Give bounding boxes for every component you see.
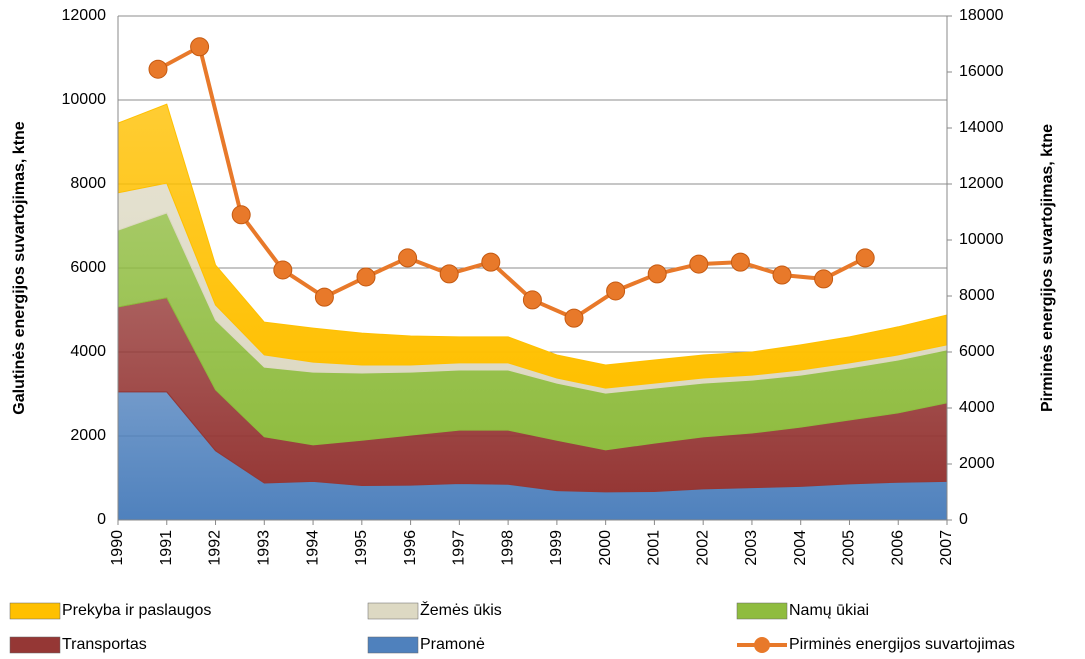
x-tick-label: 1993	[256, 530, 273, 566]
legend-label: Pirminės energijos suvartojimas	[789, 636, 1015, 653]
y-axis-title: Galutinės energijos suvartojimas, ktne	[11, 121, 28, 415]
y-tick-label: 6000	[70, 259, 106, 276]
x-tick-label: 1996	[402, 530, 419, 566]
x-tick-label: 2004	[792, 530, 809, 566]
marker	[231, 205, 251, 225]
y-tick-label: 4000	[70, 343, 106, 360]
y2-axis-title: Pirminės energijos suvartojimas, ktne	[1039, 124, 1056, 412]
marker	[689, 254, 709, 274]
marker	[522, 290, 542, 310]
marker	[814, 269, 834, 289]
legend-label: Namų ūkiai	[789, 602, 869, 619]
legend-swatch	[367, 602, 419, 620]
y2-tick-label: 6000	[959, 343, 995, 360]
legend-label: Žemės ūkis	[420, 600, 502, 619]
marker	[148, 59, 168, 79]
y-tick-label: 12000	[62, 7, 107, 24]
marker	[356, 267, 376, 287]
marker	[439, 264, 459, 284]
marker	[314, 287, 334, 307]
x-tick-label: 2006	[889, 530, 906, 566]
x-tick-label: 1994	[304, 530, 321, 566]
marker	[647, 264, 667, 284]
legend-label: Pramonė	[420, 636, 485, 653]
marker	[190, 37, 210, 57]
x-tick-label: 2002	[694, 530, 711, 566]
marker	[564, 308, 584, 328]
y-tick-label: 0	[97, 511, 106, 528]
x-tick-label: 2000	[597, 530, 614, 566]
legend-swatch	[9, 636, 61, 654]
legend-swatch	[736, 602, 788, 620]
x-tick-label: 2003	[743, 530, 760, 566]
y2-tick-label: 14000	[959, 119, 1004, 136]
x-tick-label: 2005	[841, 530, 858, 566]
x-tick-label: 2001	[646, 530, 663, 566]
y2-tick-label: 12000	[959, 175, 1004, 192]
y-tick-label: 2000	[70, 427, 106, 444]
marker	[772, 265, 792, 285]
legend-swatch	[367, 636, 419, 654]
x-tick-label: 1990	[109, 530, 126, 566]
y2-tick-label: 4000	[959, 399, 995, 416]
x-tick-label: 1999	[548, 530, 565, 566]
marker	[855, 248, 875, 268]
line	[157, 43, 867, 321]
legend-label: Prekyba ir paslaugos	[62, 602, 211, 619]
marker	[481, 252, 501, 272]
x-tick-label: 1992	[207, 530, 224, 566]
y2-tick-label: 18000	[959, 7, 1004, 24]
y2-tick-label: 8000	[959, 287, 995, 304]
marker	[606, 281, 626, 301]
marker	[398, 248, 418, 268]
y-tick-label: 10000	[62, 91, 107, 108]
x-tick-label: 1991	[158, 530, 175, 566]
legend-marker	[754, 637, 770, 653]
x-tick-label: 2007	[938, 530, 955, 566]
x-tick-label: 1997	[451, 530, 468, 566]
legend-label: Transportas	[62, 636, 147, 653]
marker	[273, 260, 293, 280]
y2-tick-label: 10000	[959, 231, 1004, 248]
x-tick-label: 1998	[499, 530, 516, 566]
x-tick-label: 1995	[353, 530, 370, 566]
y2-tick-label: 2000	[959, 455, 995, 472]
y2-tick-label: 0	[959, 511, 968, 528]
legend-swatch	[9, 602, 61, 620]
y-tick-label: 8000	[70, 175, 106, 192]
y2-tick-label: 16000	[959, 63, 1004, 80]
marker	[730, 252, 750, 272]
